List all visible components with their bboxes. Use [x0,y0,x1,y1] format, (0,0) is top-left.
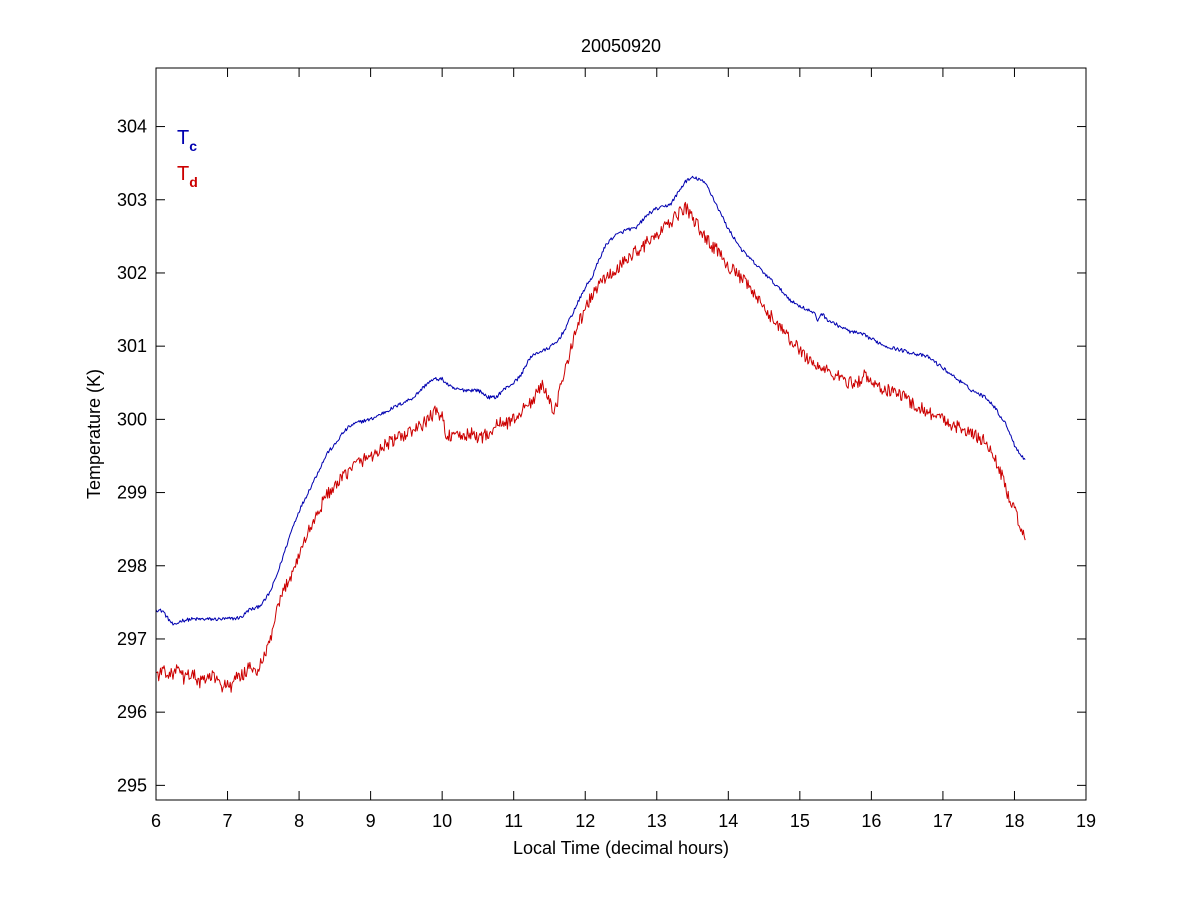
y-tick-label: 298 [117,556,147,576]
plot-area [156,68,1086,800]
x-tick-label: 15 [790,811,810,831]
x-tick-label: 11 [504,811,523,831]
series-line-tc [155,175,1026,626]
axis-layer: 6 7 8 9 10 11 12 13 14 15 16 17 18 19 295 296 297 298 299 3… [117,68,1096,831]
legend-main-text: T [177,127,189,149]
plot-frame [155,67,1087,801]
y-axis-label: Temperature (K) [84,369,104,499]
y-tick-label: 300 [117,409,147,429]
legend-subscript-text: d [189,174,198,190]
x-axis-label: Local Time (decimal hours) [513,838,729,858]
y-tick-label: 302 [117,263,147,283]
x-tick-label: 6 [151,811,161,831]
legend-main-text: T [177,163,189,185]
y-tick-label: 301 [117,336,147,356]
x-tick-label: 19 [1076,811,1096,831]
x-tick-label: 14 [718,811,738,831]
y-tick-label: 297 [117,629,147,649]
x-tick-label: 12 [575,811,595,831]
x-tick-label: 13 [647,811,667,831]
y-tick-label: 304 [117,117,147,137]
x-tick-label: 7 [223,811,233,831]
x-tick-label: 18 [1004,811,1024,831]
y-tick-label: 299 [117,483,147,503]
legend-subscript-text: c [189,138,197,154]
x-tick-label: 16 [861,811,881,831]
x-tick-label: 8 [294,811,304,831]
y-tick-label: 303 [117,190,147,210]
legend-entry-td: Td [177,163,198,190]
chart-title: 20050920 [581,36,661,56]
series-layer [155,175,1026,693]
legend-entry-tc: Tc [177,127,197,154]
x-tick-label: 10 [432,811,452,831]
y-tick-label: 296 [117,702,147,722]
x-tick-label: 17 [933,811,953,831]
series-line-td [155,201,1026,693]
x-tick-label: 9 [366,811,376,831]
y-tick-label: 295 [117,775,147,795]
